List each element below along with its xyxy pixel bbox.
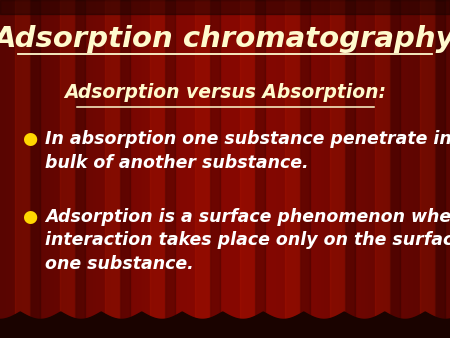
Bar [329, 0, 346, 338]
Bar [240, 0, 256, 338]
Bar [149, 0, 165, 338]
Text: ●: ● [22, 208, 37, 226]
Bar [391, 0, 400, 338]
Bar [166, 0, 175, 338]
Bar [194, 0, 211, 338]
Bar [76, 0, 85, 338]
Text: Adsorption versus Absorption:: Adsorption versus Absorption: [64, 83, 386, 102]
Bar [31, 0, 40, 338]
Bar [104, 0, 120, 338]
Text: In absorption one substance penetrate in to the
bulk of another substance.: In absorption one substance penetrate in… [45, 130, 450, 172]
Text: Adsorption chromatography: Adsorption chromatography [0, 25, 450, 53]
Bar [301, 0, 310, 338]
Bar [420, 0, 436, 338]
Bar [375, 0, 391, 338]
Bar [121, 0, 130, 338]
Text: Adsorption is a surface phenomenon where
interaction takes place only on the sur: Adsorption is a surface phenomenon where… [45, 208, 450, 273]
Text: ●: ● [22, 130, 37, 148]
Bar [284, 0, 301, 338]
Bar [436, 0, 445, 338]
Bar [59, 0, 76, 338]
Bar [346, 0, 355, 338]
Bar [14, 0, 31, 338]
Bar [256, 0, 265, 338]
Bar [211, 0, 220, 338]
